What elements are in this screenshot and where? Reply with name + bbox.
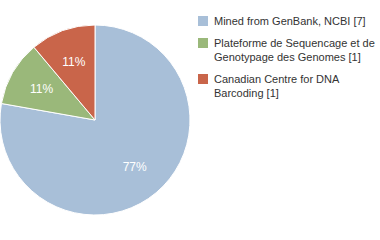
svg-text:77%: 77% [123, 160, 147, 174]
html-text:Mined from GenBank, NCBI [7]: Mined from GenBank, NCBI [7] [214, 15, 366, 27]
html-text:Plateforme de Sequencage et de: Plateforme de Sequencage et de Genotypag… [214, 37, 375, 63]
html-text:Canadian Centre for DNA Barcod: Canadian Centre for DNA Barcoding [1] [214, 73, 340, 99]
svg-text:11%: 11% [30, 82, 53, 96]
svg-text:11%: 11% [62, 55, 85, 69]
